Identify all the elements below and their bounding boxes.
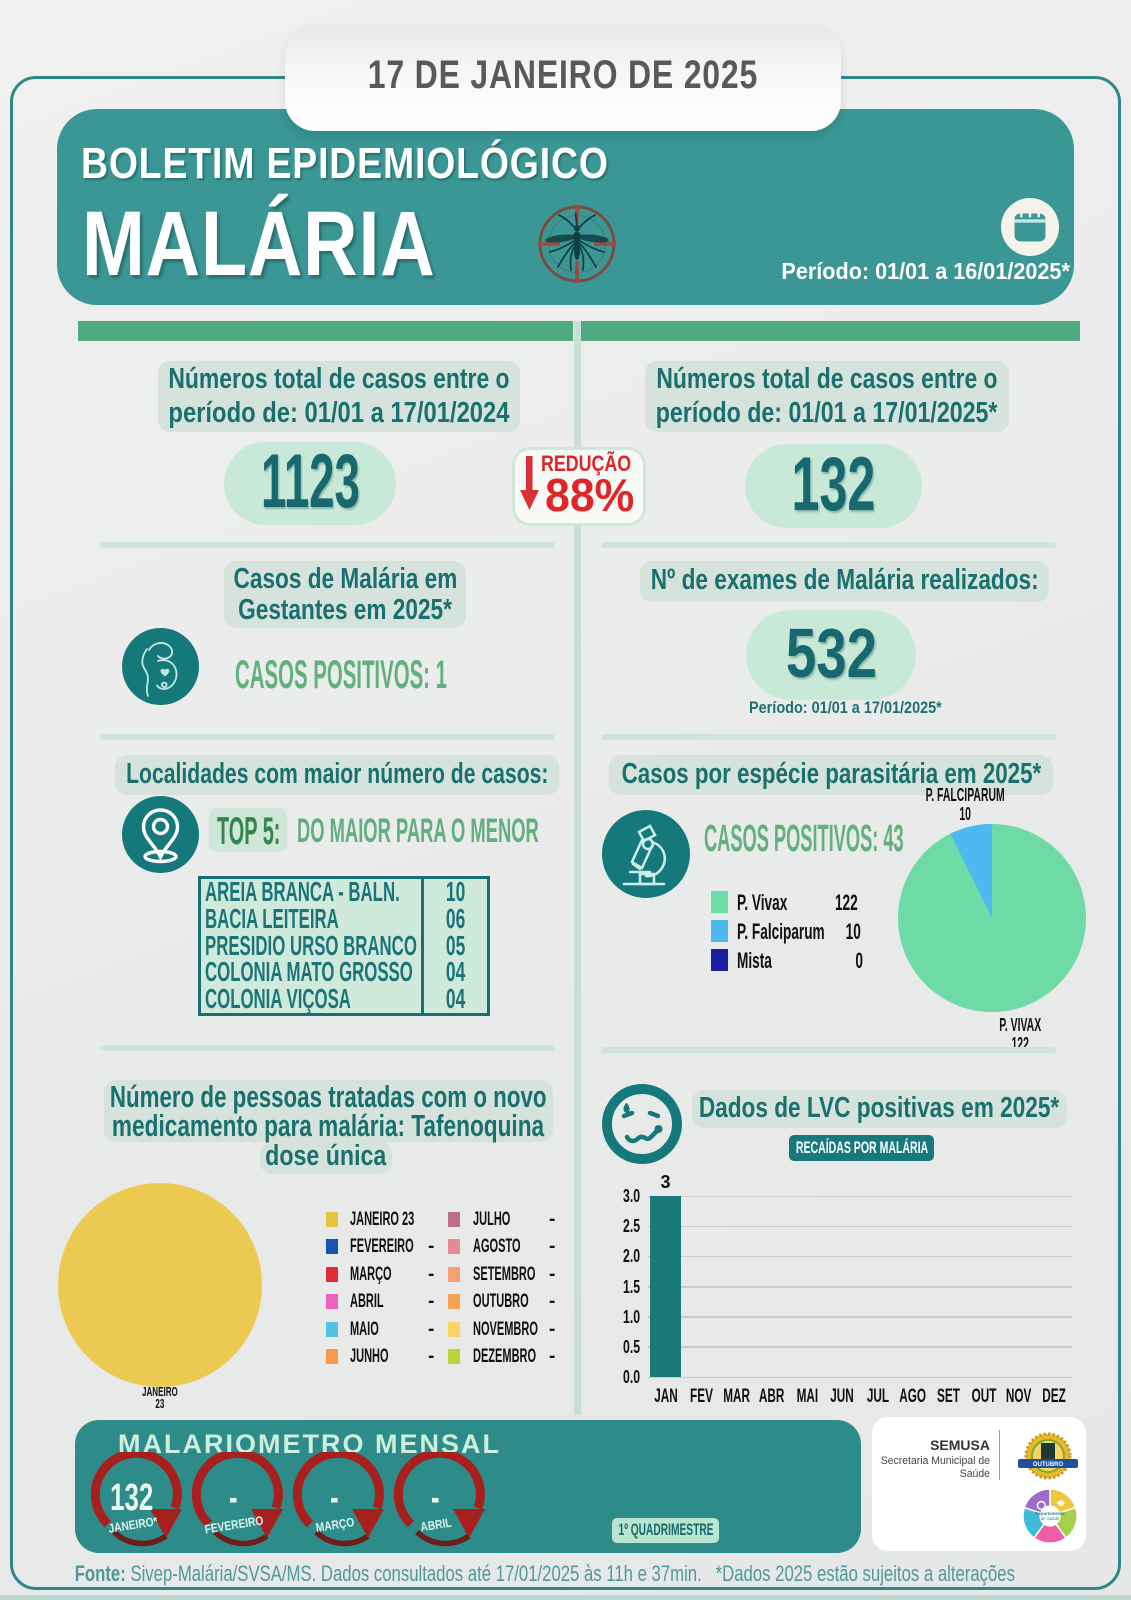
svg-text:OUTUBRO: OUTUBRO (1033, 1462, 1064, 1468)
svg-text:Departamento: Departamento (1035, 1511, 1065, 1516)
svg-text:de Saúde: de Saúde (1041, 1516, 1060, 1521)
